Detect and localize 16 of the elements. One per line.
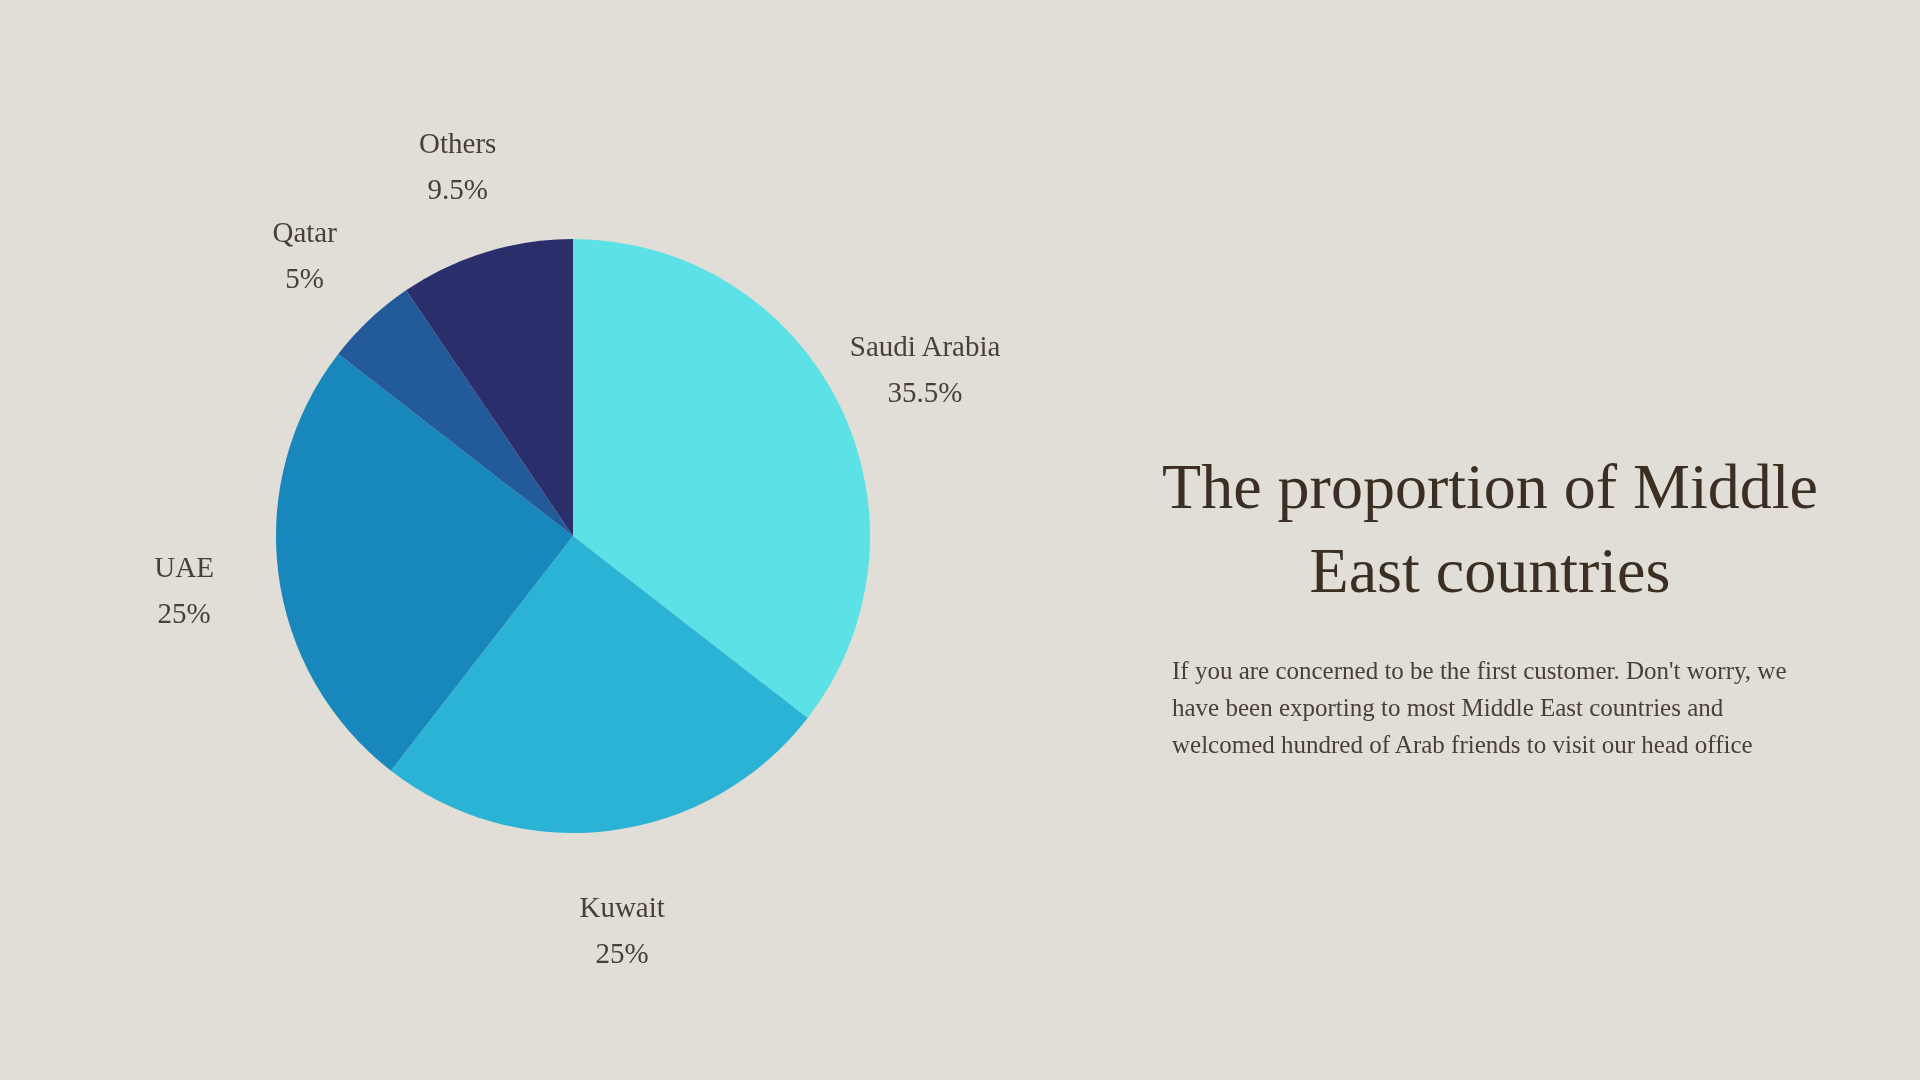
- pie-slice: [390, 536, 808, 833]
- slice-label: Kuwait: [579, 890, 665, 923]
- data-label: 9.5%: [427, 173, 488, 206]
- pie-slice: [338, 290, 573, 536]
- data-label: 5%: [285, 262, 324, 295]
- data-label: 25%: [595, 936, 649, 969]
- pie-slice: [406, 239, 573, 536]
- text: The proportion of Middle East countries: [1161, 450, 1819, 608]
- slice-label: Saudi Arabia: [849, 329, 1001, 362]
- slice-label: Qatar: [272, 216, 338, 249]
- data-label: 25%: [157, 597, 211, 630]
- slice-label: UAE: [154, 551, 214, 584]
- slice-label: Others: [419, 127, 497, 160]
- pie-slice: [276, 353, 573, 771]
- text: If you are concerned to be the first customer. Don't worry, we have been exporting to most Middle East countries and welcomed hundred of Arab friends to visit our head office: [1172, 656, 1788, 760]
- data-label: 35.5%: [887, 375, 963, 408]
